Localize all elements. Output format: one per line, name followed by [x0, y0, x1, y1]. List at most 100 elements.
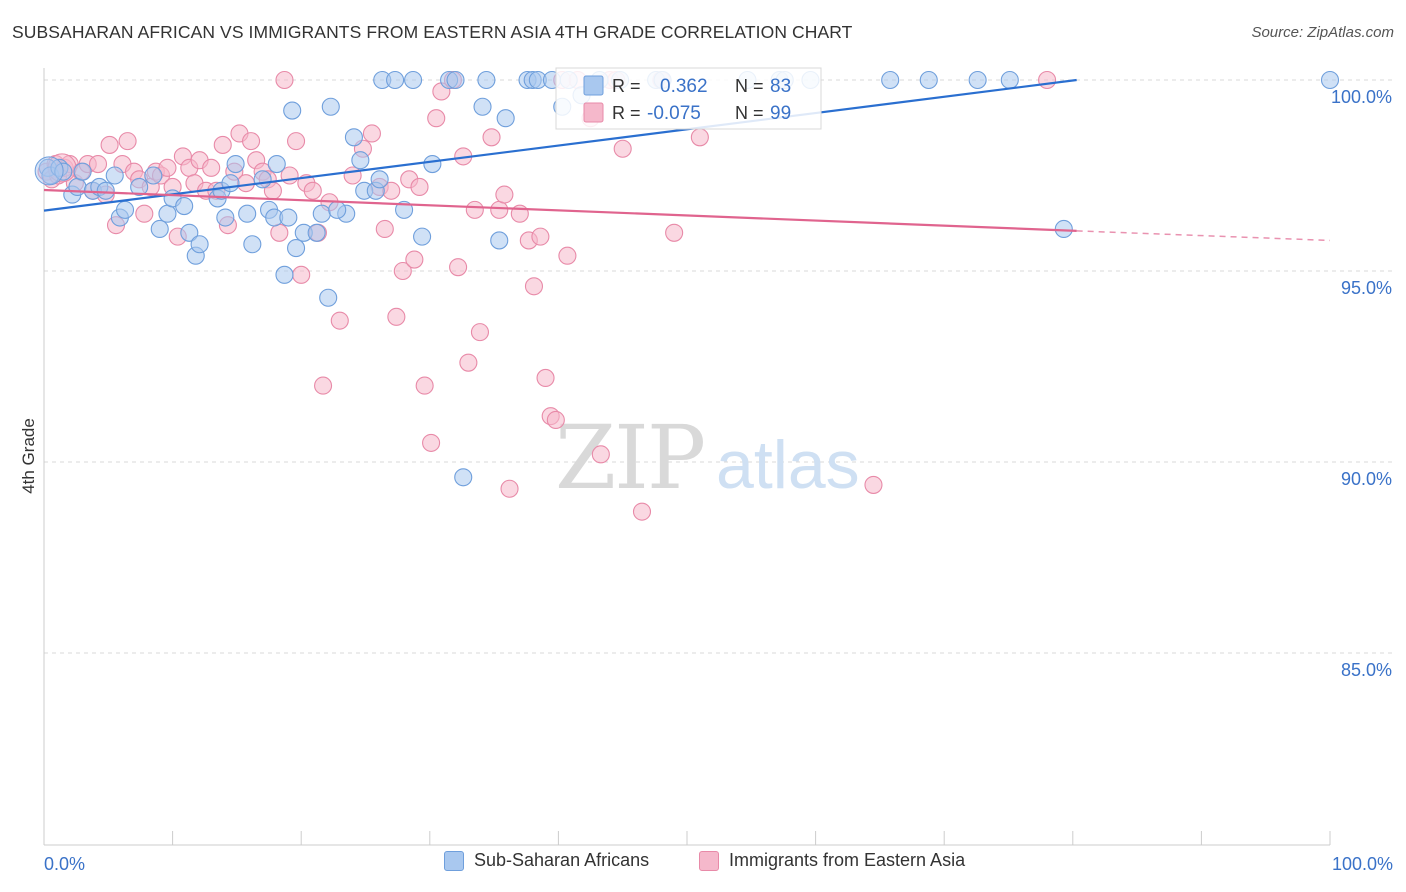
data-point-pink: [287, 132, 306, 151]
data-point-blue: [490, 231, 509, 250]
stats-r-label-pink: R =: [612, 103, 641, 123]
data-point-pink: [405, 250, 424, 269]
data-point-blue: [144, 166, 163, 185]
stats-n-value-pink: 99: [770, 103, 791, 124]
chart-source: Source: ZipAtlas.com: [1251, 24, 1394, 41]
data-point-blue: [68, 177, 87, 197]
data-point-blue: [344, 128, 363, 147]
chart-title: SUBSAHARAN AFRICAN VS IMMIGRANTS FROM EA…: [12, 22, 853, 42]
data-point-blue: [1054, 219, 1073, 239]
data-point-blue: [279, 208, 298, 227]
legend-swatch-blue: [444, 850, 464, 871]
data-point-pink: [393, 261, 412, 281]
data-point-pink: [213, 135, 232, 154]
series-immigrants-eastern-asia: [37, 70, 1057, 521]
data-point-blue: [267, 154, 286, 174]
stats-swatch-pink: [583, 102, 604, 123]
stats-r-value-pink: -0.075: [647, 103, 701, 124]
legend-item-sub-saharan-africans[interactable]: Sub-Saharan Africans: [444, 850, 649, 871]
y-tick-label: 100.0%: [1331, 87, 1392, 107]
data-point-pink: [422, 433, 441, 452]
data-point-pink: [375, 219, 394, 239]
data-point-blue: [150, 219, 169, 239]
stats-swatch-blue: [583, 75, 604, 96]
stats-n-label-pink: N =: [735, 103, 764, 123]
stats-r-label-blue: R =: [612, 76, 641, 96]
data-point-pink: [88, 154, 108, 174]
data-point-blue: [968, 70, 987, 90]
data-point-pink: [427, 109, 446, 128]
y-axis-label: 4th Grade: [19, 418, 38, 494]
data-point-pink: [202, 158, 221, 177]
data-point-blue: [180, 223, 199, 242]
data-point-pink: [465, 200, 484, 219]
stats-n-value-blue: 83: [770, 76, 791, 97]
legend-swatch-pink: [699, 850, 719, 871]
data-point-blue: [386, 70, 405, 90]
tick-labels: 100.0% 95.0% 90.0% 85.0% 0.0% 100.0%: [44, 87, 1393, 874]
data-point-pink: [864, 475, 883, 494]
data-point-pink: [387, 307, 406, 326]
data-point-pink: [135, 204, 154, 223]
data-point-pink: [500, 479, 519, 498]
legend-item-immigrants-eastern-asia[interactable]: Immigrants from Eastern Asia: [699, 850, 965, 871]
data-point-blue: [328, 200, 347, 219]
bottom-legend: Sub-Saharan Africans Immigrants from Eas…: [0, 850, 1406, 880]
data-point-pink: [410, 177, 429, 197]
data-point-blue: [1000, 70, 1019, 90]
data-point-pink: [531, 227, 550, 246]
trend-line-pink: [43, 188, 1077, 232]
data-point-blue: [238, 204, 257, 223]
data-point-blue: [496, 109, 515, 128]
data-point-pink: [330, 311, 349, 330]
watermark-atlas: atlas: [716, 427, 860, 503]
data-point-pink: [118, 132, 137, 151]
data-point-blue: [919, 70, 938, 90]
data-point-pink: [303, 181, 322, 200]
data-point-pink: [665, 223, 684, 242]
trend-extension-pink: [1076, 230, 1331, 242]
x-tick-label-max: 100.0%: [1332, 854, 1393, 874]
stats-r-value-blue: 0.362: [660, 76, 708, 97]
data-point-pink: [632, 502, 652, 521]
data-point-blue: [175, 197, 194, 216]
data-point-pink: [1038, 70, 1057, 90]
data-point-cluster-blue: [34, 156, 64, 186]
data-point-pink: [449, 258, 468, 277]
data-point-blue: [423, 154, 442, 174]
y-tick-label: 95.0%: [1341, 278, 1392, 298]
data-point-pink: [236, 174, 255, 193]
data-point-pink: [558, 246, 577, 265]
data-point-pink: [343, 166, 362, 185]
data-point-blue: [130, 177, 149, 197]
data-point-pink: [275, 70, 294, 90]
data-point-pink: [362, 124, 381, 143]
data-point-blue: [73, 162, 92, 181]
data-point-pink: [490, 200, 509, 219]
data-point-blue: [221, 174, 240, 193]
y-tick-label: 90.0%: [1341, 469, 1392, 489]
watermark: ZIP atlas: [555, 406, 860, 509]
data-point-pink: [415, 376, 434, 395]
data-point-blue: [283, 101, 302, 120]
data-point-pink: [536, 368, 555, 388]
trend-line-blue: [43, 78, 1077, 212]
axes: [43, 68, 1331, 846]
data-point-blue: [351, 151, 370, 170]
trend-lines: [43, 78, 1331, 242]
data-point-blue: [477, 70, 496, 90]
data-point-pink: [613, 139, 632, 158]
data-point-pink: [470, 323, 490, 342]
data-point-blue: [115, 200, 135, 219]
stats-legend: R = 0.362 N = 83 R = -0.075 N = 99: [555, 67, 822, 130]
data-point-blue: [105, 166, 124, 185]
data-point-blue: [473, 97, 492, 116]
legend-label-immigrants-eastern-asia: Immigrants from Eastern Asia: [729, 850, 966, 870]
data-point-blue: [413, 227, 432, 246]
data-point-pink: [292, 265, 311, 284]
data-point-blue: [190, 235, 209, 254]
data-point-blue: [226, 154, 245, 174]
data-point-blue: [307, 223, 326, 242]
data-point-blue: [446, 70, 465, 90]
data-point-pink: [314, 376, 333, 395]
